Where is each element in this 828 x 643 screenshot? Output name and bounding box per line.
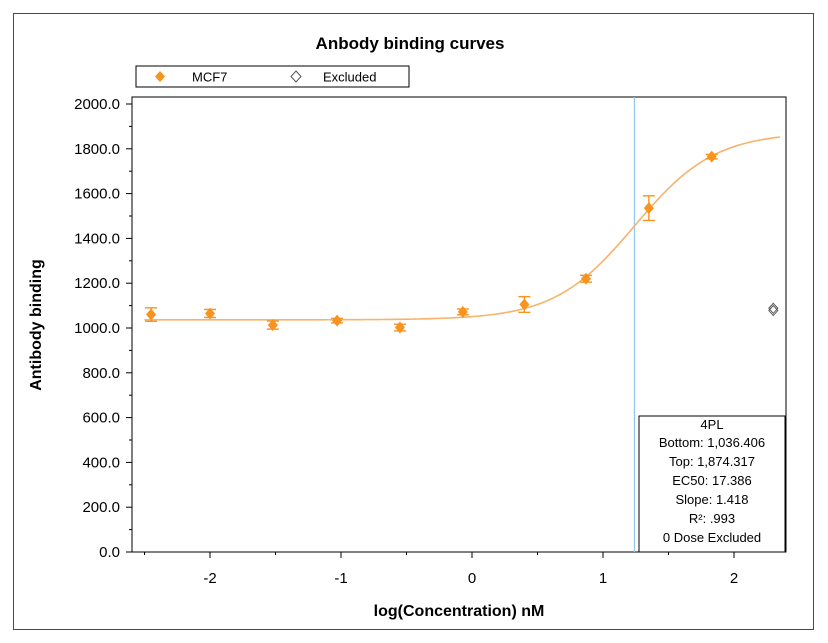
point-marker bbox=[580, 272, 591, 285]
legend-excluded-label: Excluded bbox=[323, 70, 376, 85]
x-tick-label: -2 bbox=[203, 570, 216, 587]
point-marker bbox=[205, 307, 215, 320]
y-tick-label: 1600.0 bbox=[74, 186, 120, 203]
y-tick-label: 600.0 bbox=[82, 410, 120, 427]
y-tick-label: 400.0 bbox=[82, 454, 120, 471]
data-point bbox=[393, 321, 406, 334]
data-point bbox=[204, 307, 216, 320]
data-point bbox=[705, 150, 718, 163]
excluded-points bbox=[768, 302, 779, 317]
x-tick-label: -1 bbox=[334, 570, 347, 587]
data-point bbox=[266, 319, 279, 332]
y-axis: 0.0 200.0 400.0 600.0 800.0 1000.0 1200.0 1400.… bbox=[74, 96, 132, 561]
point-marker bbox=[706, 150, 717, 163]
y-axis-label: Antibody binding bbox=[28, 259, 45, 391]
stats-line-excluded: 0 Dose Excluded bbox=[663, 530, 761, 545]
stats-line-bottom: Bottom: 1,036.406 bbox=[659, 435, 765, 450]
chart-title: Anbody binding curves bbox=[316, 34, 505, 53]
data-point bbox=[579, 272, 592, 285]
stats-line-model: 4PL bbox=[700, 417, 723, 432]
data-points bbox=[145, 150, 718, 334]
y-tick-label: 800.0 bbox=[82, 365, 120, 382]
excluded-marker bbox=[768, 304, 779, 317]
legend-mcf7-label: MCF7 bbox=[192, 70, 227, 85]
y-tick-label: 1200.0 bbox=[74, 275, 120, 292]
chart-frame bbox=[13, 13, 814, 630]
stats-box-frame bbox=[638, 415, 786, 553]
point-marker bbox=[267, 319, 278, 332]
excluded-marker bbox=[768, 302, 779, 315]
x-tick-label: 2 bbox=[730, 570, 738, 587]
x-axis: -2 -1 0 1 2 bbox=[144, 552, 738, 587]
point-marker bbox=[519, 298, 530, 311]
y-tick-label: 0.0 bbox=[99, 544, 120, 561]
y-tick-label: 1400.0 bbox=[74, 230, 120, 247]
stats-line-r2: R²: .993 bbox=[689, 511, 735, 526]
point-marker bbox=[146, 308, 157, 321]
y-tick-label: 2000.0 bbox=[74, 96, 120, 113]
point-marker bbox=[394, 321, 405, 334]
legend-excluded-marker bbox=[290, 70, 302, 83]
y-tick-label: 200.0 bbox=[82, 499, 120, 516]
point-marker bbox=[457, 305, 468, 318]
stats-line-slope: Slope: 1.418 bbox=[675, 492, 748, 507]
y-tick-label: 1000.0 bbox=[74, 320, 120, 337]
legend: MCF7 Excluded bbox=[135, 65, 410, 88]
point-marker bbox=[643, 202, 654, 215]
data-point bbox=[331, 314, 344, 327]
data-point bbox=[518, 295, 531, 314]
y-tick-label: 1800.0 bbox=[74, 141, 120, 158]
data-point bbox=[145, 307, 158, 322]
stats-line-ec50: EC50: 17.386 bbox=[672, 473, 752, 488]
x-tick-label: 1 bbox=[599, 570, 607, 587]
data-point bbox=[642, 195, 655, 222]
x-tick-label: 0 bbox=[468, 570, 476, 587]
fit-curve bbox=[144, 136, 780, 321]
legend-mcf7-marker bbox=[155, 71, 165, 82]
stats-box: 4PL Bottom: 1,036.406 Top: 1,874.317 EC5… bbox=[638, 415, 786, 553]
stats-line-top: Top: 1,874.317 bbox=[669, 454, 755, 469]
data-point bbox=[456, 305, 469, 318]
x-axis-label: log(Concentration) nM bbox=[374, 603, 545, 620]
legend-box bbox=[135, 65, 410, 88]
point-marker bbox=[332, 314, 343, 327]
